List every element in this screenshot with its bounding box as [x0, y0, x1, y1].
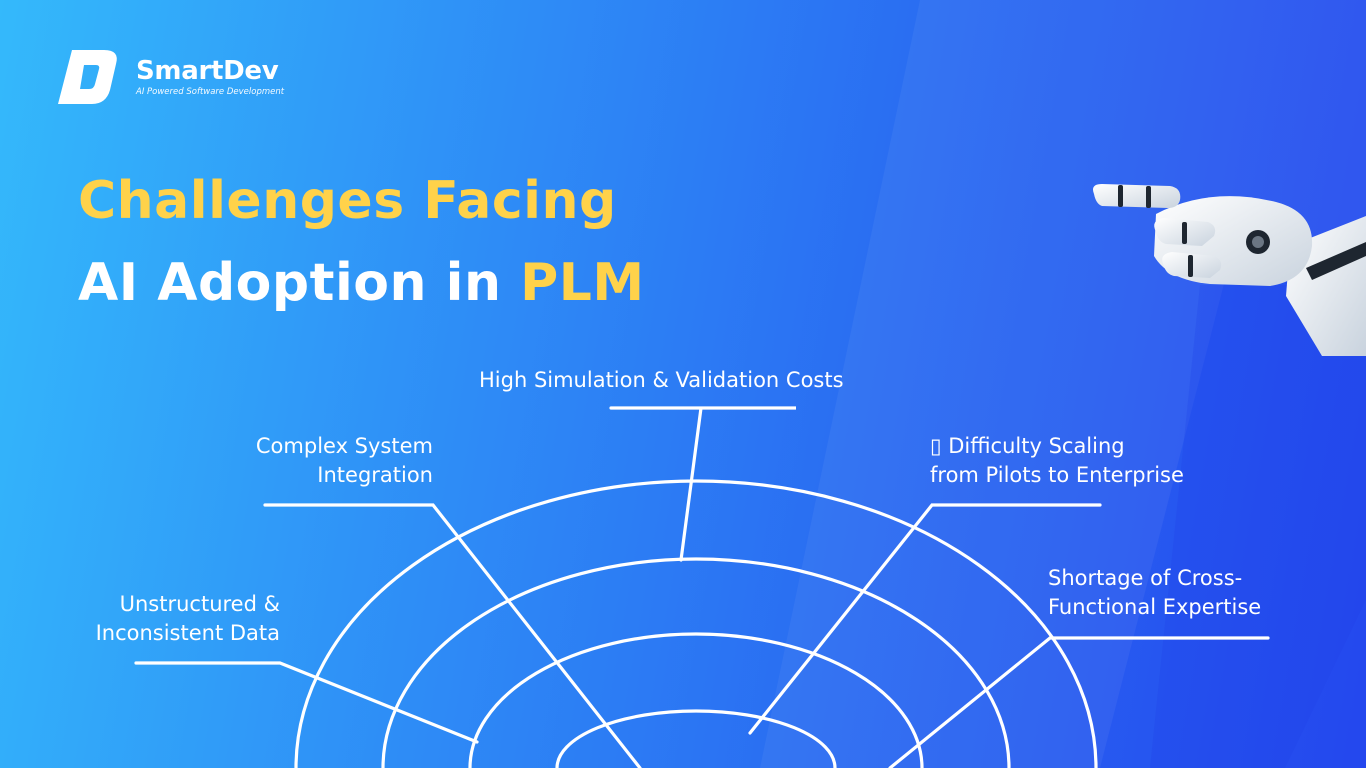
brand-name: SmartDev: [136, 56, 279, 86]
leader-line-difficulty-scaling: [748, 503, 1102, 735]
ring-outer: [294, 479, 1098, 768]
leader-line-expertise-shortage: [888, 636, 1270, 768]
brand-tagline: AI Powered Software Development: [136, 87, 285, 97]
smartdev-logo-icon: [58, 50, 117, 104]
ring-inner: [555, 709, 837, 768]
ring-3: [468, 632, 924, 768]
challenge-label-system-integration: Complex System Integration: [255, 434, 433, 487]
leader-line-simulation-costs: [609, 406, 796, 562]
ring-2: [381, 557, 1011, 768]
leader-line-unstructured-data: [134, 661, 479, 744]
title-line-2: AI Adoption in PLM: [78, 242, 645, 324]
title-line-1: Challenges Facing: [78, 171, 617, 231]
page-title: Challenges Facing AI Adoption in PLM: [78, 160, 645, 324]
challenge-label-expertise-shortage: Shortage of Cross- Functional Expertise: [1048, 566, 1262, 619]
title-highlight: PLM: [520, 253, 645, 313]
challenge-label-simulation-costs: High Simulation & Validation Costs: [479, 368, 844, 392]
challenge-label-unstructured-data: Unstructured & Inconsistent Data: [95, 592, 280, 645]
leader-line-system-integration: [263, 503, 642, 768]
challenge-label-difficulty-scaling: ▯ Difficulty Scaling from Pilots to Ente…: [930, 434, 1184, 487]
robot-hand-icon: [1093, 184, 1366, 356]
title-line-2-prefix: AI Adoption in: [78, 253, 521, 313]
brand-logo[interactable]: SmartDev AI Powered Software Development: [58, 50, 284, 104]
